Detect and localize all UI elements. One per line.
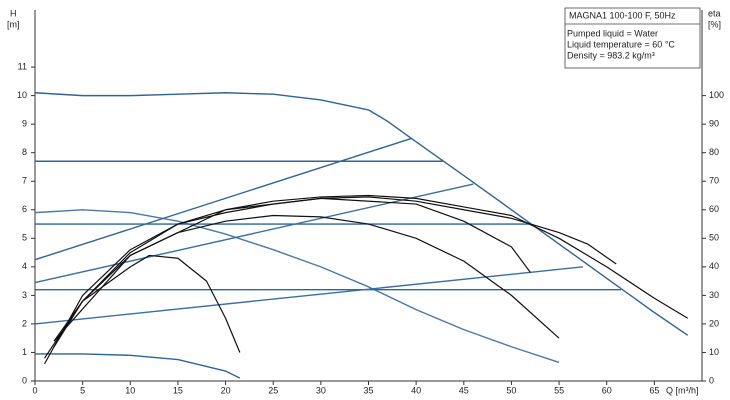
y2-tick-label: 90	[709, 119, 719, 129]
x-tick-label: 35	[363, 385, 373, 395]
x-tick-label: 20	[221, 385, 231, 395]
y-tick-label: 5	[22, 233, 27, 243]
y2-tick-label: 0	[709, 375, 714, 385]
y-tick-label: 11	[18, 61, 27, 71]
x-tick-label: 5	[80, 385, 85, 395]
x-tick-label: 60	[602, 385, 612, 395]
y-tick-label: 8	[22, 147, 27, 157]
annotation: Density = 983.2 kg/m³	[567, 50, 655, 60]
legend-box: MAGNA1 100-100 F, 50Hz Pumped liquid = W…	[564, 7, 701, 69]
curve	[34, 183, 474, 284]
y-tick-label: 4	[22, 261, 27, 271]
x-tick-label: 30	[316, 385, 326, 395]
x-tick-label: 65	[649, 385, 659, 395]
y-tick-label: 6	[22, 204, 27, 214]
x-tick-label: 0	[32, 385, 37, 395]
curve	[34, 137, 412, 261]
curve	[34, 92, 689, 336]
y2-axis-label: [%]	[708, 19, 721, 29]
annotation: Pumped liquid = Water	[567, 28, 658, 38]
y2-axis-label: eta	[708, 8, 721, 18]
x-axis-label: Q [m³/h]	[666, 385, 699, 395]
curve	[34, 209, 560, 364]
y2-tick-label: 50	[709, 233, 719, 243]
y2-tick-label: 80	[709, 147, 719, 157]
y-tick-label: 9	[22, 119, 27, 129]
x-tick-label: 40	[411, 385, 421, 395]
y-tick-label: 3	[22, 290, 27, 300]
y2-tick-label: 100	[709, 90, 724, 100]
y2-tick-label: 20	[709, 318, 719, 328]
curve	[44, 254, 241, 359]
x-tick-label: 15	[173, 385, 183, 395]
y-tick-label: 0	[22, 375, 27, 385]
y-tick-label: 10	[17, 90, 27, 100]
x-tick-label: 50	[506, 385, 516, 395]
y2-tick-label: 30	[709, 290, 719, 300]
curve	[53, 196, 617, 342]
y-tick-label: 2	[22, 318, 27, 328]
y2-tick-label: 40	[709, 261, 719, 271]
x-tick-label: 55	[554, 385, 564, 395]
curve	[53, 214, 560, 348]
curve	[35, 353, 241, 379]
y2-tick-label: 60	[709, 204, 719, 214]
y2-tick-label: 10	[709, 347, 719, 357]
legend-frame	[564, 7, 701, 69]
annotation: Liquid temperature = 60 °C	[567, 39, 675, 49]
x-tick-label: 10	[125, 385, 135, 395]
y-tick-label: 1	[22, 347, 27, 357]
y2-tick-label: 70	[709, 176, 719, 186]
y-tick-label: 7	[22, 176, 27, 186]
curve	[34, 266, 583, 325]
y-axis-label: H	[10, 8, 17, 18]
curve	[44, 194, 689, 365]
y-axis-label: [m]	[7, 19, 20, 29]
curve	[53, 197, 531, 342]
x-tick-label: 45	[459, 385, 469, 395]
chart-title: MAGNA1 100-100 F, 50Hz	[569, 10, 676, 20]
x-tick-label: 25	[268, 385, 278, 395]
